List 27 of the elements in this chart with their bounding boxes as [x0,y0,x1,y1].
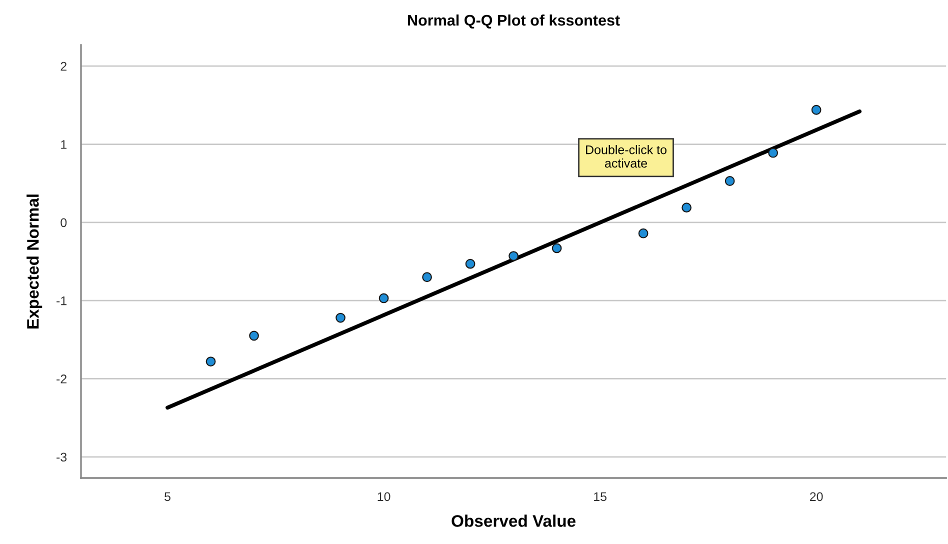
x-tick-label: 20 [810,492,823,502]
point [724,176,735,186]
y-tick-label: 0 [60,218,67,228]
point [378,293,389,304]
x-tick-label: 5 [164,492,170,502]
x-tick-label: 10 [378,492,390,502]
chart-title: Normal Q-Q Plot of kssontest [408,14,620,29]
point [811,104,822,115]
point [422,272,432,282]
point [552,243,562,254]
point [249,330,259,341]
point [638,228,648,238]
annotation: Double-click to activate [586,145,666,168]
y-axis-title: Expected Normal [26,194,42,328]
y-tick-label: 1 [61,140,66,149]
point [465,258,476,269]
y-tick-label: 2 [60,62,66,71]
point [206,356,216,366]
point [768,148,778,158]
x-axis-title: Observed Value [452,514,576,527]
y-tick-label: -3 [56,452,67,462]
y-tick-label: -2 [56,374,66,384]
y-tick-label: -1 [56,296,66,306]
point [336,312,346,323]
point [682,202,692,213]
point [508,251,518,261]
x-tick-label: 15 [594,492,606,502]
